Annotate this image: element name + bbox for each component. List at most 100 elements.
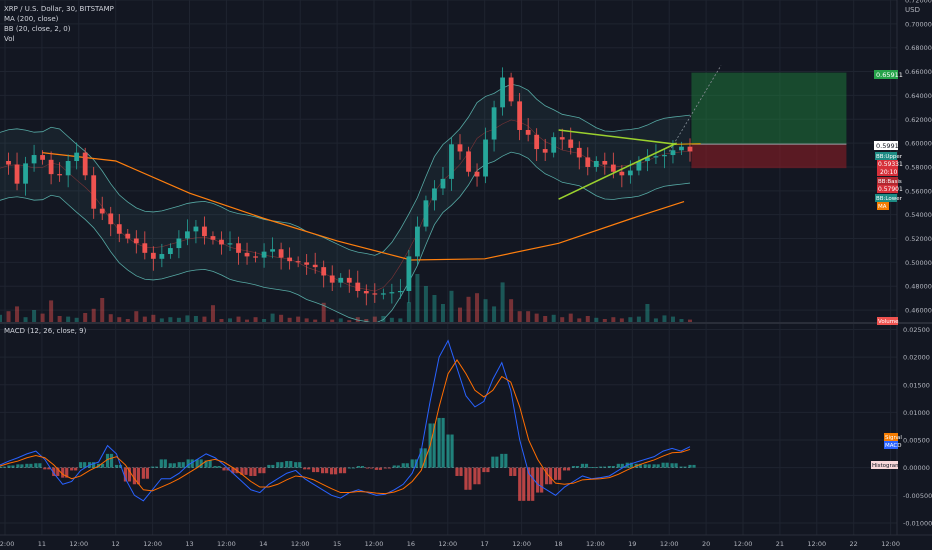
candle-body	[602, 161, 608, 165]
macd-histogram-bar	[280, 462, 284, 468]
volume-bar	[219, 319, 224, 322]
macd-histogram-bar	[356, 466, 361, 468]
macd-histogram-bar	[410, 459, 414, 468]
candle-body	[116, 224, 122, 234]
candle-body	[227, 243, 233, 245]
candle-body	[270, 249, 275, 252]
volume-bar	[619, 318, 624, 322]
price-tick-label: 0.66000	[905, 68, 932, 76]
macd-histogram-bar	[522, 467, 526, 501]
macd-histogram-bar	[47, 467, 51, 470]
candle-body	[99, 208, 105, 214]
tag-bb-lower: BB:Lower	[875, 194, 903, 202]
volume-bar	[466, 296, 471, 322]
volume-bar	[628, 317, 633, 322]
position-tool[interactable]	[668, 65, 847, 169]
macd-histogram-bar	[509, 467, 513, 476]
volume-bar	[500, 282, 505, 322]
triangle-upper-line	[558, 129, 677, 146]
macd-histogram-bar	[154, 466, 158, 468]
macd-histogram-bar	[531, 467, 535, 501]
candle-body	[14, 164, 20, 184]
macd-histogram-bar	[638, 463, 642, 468]
macd-axis[interactable]: 0.02500 0.02000 0.01500 0.01000 0.00500 0.000…	[903, 326, 932, 527]
macd-histogram-bar	[217, 466, 221, 468]
macd-histogram-bar	[195, 459, 199, 468]
volume-bar	[228, 318, 232, 322]
macd-histogram-bar	[307, 467, 311, 470]
macd-histogram-bar	[298, 462, 302, 468]
time-tick-label: 12:00	[438, 540, 457, 548]
price-tag-target: 0.65911	[874, 70, 903, 79]
macd-histogram-bar	[549, 467, 553, 485]
macd-histogram-bar	[83, 462, 87, 468]
volume-bar	[653, 318, 658, 322]
candle-body	[534, 134, 540, 150]
macd-tick-label: 0.00500	[903, 437, 930, 445]
price-tick-label: 0.68000	[905, 44, 932, 52]
candle-body	[466, 151, 471, 172]
macd-histogram-bar	[79, 462, 83, 468]
vol-legend[interactable]: Vol	[4, 35, 15, 43]
macd-histogram-bar	[365, 467, 370, 469]
candle-body	[619, 171, 625, 176]
candle-body	[31, 155, 37, 164]
macd-histogram-bar	[204, 460, 208, 468]
candle-body	[82, 152, 88, 176]
price-axis[interactable]: 0.72000 0.70000 0.68000 0.66000 0.64000 0.620…	[905, 0, 932, 315]
candle-body	[261, 251, 267, 258]
candle-body	[432, 188, 437, 201]
macd-histogram-bar	[455, 467, 459, 476]
volume-bar	[185, 315, 190, 322]
macd-histogram-bar	[518, 467, 522, 501]
macd-histogram-bar	[7, 465, 11, 468]
volume-bar	[560, 317, 565, 322]
macd-histogram-bar	[545, 467, 549, 485]
volume-bar	[636, 316, 641, 322]
time-tick-label: 17	[481, 540, 489, 548]
macd-histogram-bar	[271, 464, 275, 468]
macd-histogram-bar	[190, 459, 194, 468]
macd-legend[interactable]: MACD (12, 26, close, 9)	[4, 327, 87, 335]
time-tick-label: 12:00	[734, 540, 753, 548]
price-tick-label: 0.60000	[905, 140, 932, 148]
volume-bar	[15, 306, 20, 322]
volume-bar	[321, 302, 326, 322]
ma-legend[interactable]: MA (200, close)	[4, 15, 59, 23]
macd-histogram-bar	[172, 463, 176, 468]
candle-body	[653, 156, 659, 158]
svg-text:BB:Basis: BB:Basis	[878, 179, 902, 185]
macd-histogram-bar	[186, 459, 190, 468]
volume-bar	[304, 318, 309, 322]
time-axis[interactable]: 12:00 11 12:00 12 12:00 13 12:00 14 12:00 15 12:00…	[0, 540, 900, 548]
volume-bar	[347, 320, 352, 322]
macd-tick-label: 0.00000	[903, 464, 930, 472]
tag-volume: Volume	[877, 317, 899, 325]
volume-bar	[611, 317, 616, 322]
macd-histogram-bar	[231, 467, 235, 474]
macd-lines	[0, 339, 691, 502]
time-tick-label: 11	[38, 540, 46, 548]
svg-text:0.59331: 0.59331	[878, 161, 903, 168]
macd-histogram-bar	[665, 462, 669, 468]
triangle-drawing[interactable]	[558, 129, 701, 200]
candle-body	[253, 256, 258, 258]
macd-histogram-bar	[602, 466, 606, 468]
svg-text:Signal: Signal	[885, 435, 902, 441]
svg-text:20:10: 20:10	[880, 169, 897, 176]
tag-bb-basis: BB:Basis	[877, 177, 902, 185]
macd-histogram-bar	[105, 453, 110, 468]
macd-histogram-bar	[527, 467, 531, 501]
ma-line	[41, 152, 685, 261]
time-tick-label: 12:00	[807, 540, 826, 548]
price-tick-label: 0.58000	[905, 163, 932, 171]
volume-bar	[134, 311, 139, 322]
bb-legend[interactable]: BB (20, close, 2, 0)	[4, 25, 71, 33]
macd-histogram-bar	[450, 434, 454, 468]
volume-bar	[594, 317, 599, 322]
macd-histogram-bar	[258, 467, 262, 474]
candle-body	[23, 163, 28, 184]
macd-histogram-bar	[674, 463, 678, 468]
candle-body	[500, 77, 505, 108]
